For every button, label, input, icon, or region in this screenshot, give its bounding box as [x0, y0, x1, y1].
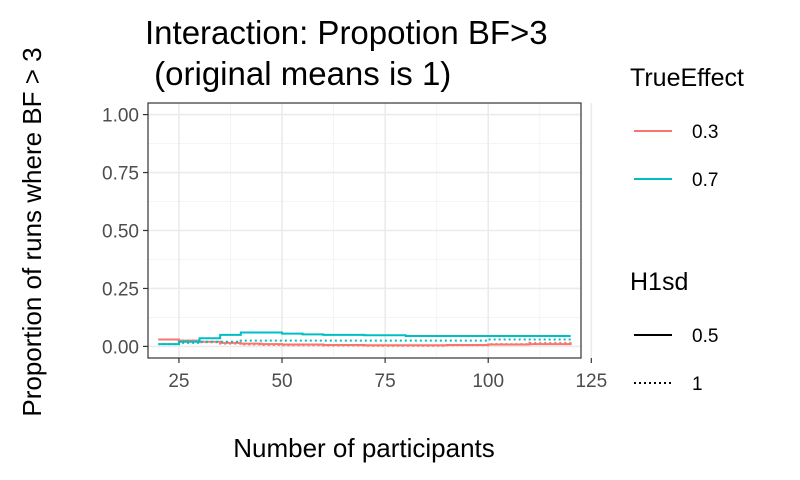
series-line-trueeffect-0.7-h1sd-0.5 — [158, 331, 571, 346]
grid-lines — [148, 103, 593, 358]
legend-title-h1sd: H1sd — [630, 268, 688, 296]
legend-title-trueeffect: TrueEffect — [630, 64, 744, 92]
y-tick-label: 0.25 — [102, 279, 139, 300]
chart-title-line-1: Interaction: Propotion BF>3 — [145, 14, 548, 51]
legend: TrueEffect 0.3 0.7 H1sd 0.5 1 — [630, 64, 744, 395]
series-line-trueeffect-0.3-h1sd-1 — [158, 338, 572, 347]
y-tick-label: 1.00 — [102, 106, 139, 127]
x-tick-label: 75 — [375, 371, 396, 392]
legend-label-trueeffect-0.7: 0.7 — [692, 170, 718, 191]
x-tick-label: 125 — [575, 371, 607, 392]
x-tick-label: 25 — [168, 371, 189, 392]
y-tick-label: 0.50 — [102, 222, 139, 243]
legend-label-h1sd-0.5: 0.5 — [692, 326, 718, 347]
y-axis-ticks: 0.00 0.25 0.50 0.75 1.00 — [102, 106, 148, 358]
x-axis-title: Number of participants — [233, 433, 495, 463]
y-tick-label: 0.00 — [102, 337, 139, 358]
x-tick-label: 100 — [472, 371, 504, 392]
y-tick-label: 0.75 — [102, 164, 139, 185]
chart-title-line-2: (original means is 1) — [145, 55, 451, 92]
legend-label-trueeffect-0.3: 0.3 — [692, 122, 718, 143]
series-lines — [158, 331, 572, 347]
legend-label-h1sd-1: 1 — [692, 374, 703, 395]
y-axis-title: Proportion of runs where BF > 3 — [17, 47, 47, 416]
x-axis-ticks: 25 50 75 100 125 — [168, 358, 607, 392]
x-tick-label: 50 — [271, 371, 292, 392]
